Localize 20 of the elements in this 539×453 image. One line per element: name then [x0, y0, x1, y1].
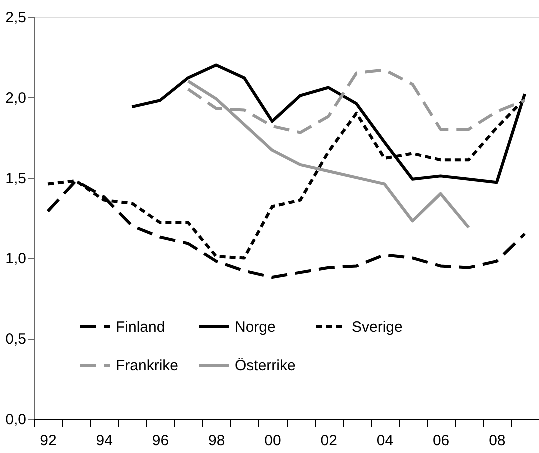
y-tick-label: 2,5	[6, 10, 26, 26]
x-tick-label: 06	[432, 432, 450, 450]
y-tick-label: 1,5	[6, 170, 26, 188]
x-tick-label: 96	[152, 432, 170, 450]
x-tick-label: 98	[208, 432, 226, 450]
x-tick-label: 02	[320, 432, 338, 450]
x-tick-label: 92	[40, 432, 57, 450]
x-tick-label: 00	[264, 432, 282, 450]
y-tick-label: 0,5	[6, 331, 26, 348]
legend-label: Sverige	[352, 318, 403, 336]
y-tick-label: 2,0	[6, 90, 26, 107]
x-tick-label: 94	[96, 432, 113, 450]
y-tick-label: 0,0	[6, 412, 26, 428]
legend-label: Frankrike	[116, 358, 179, 374]
x-tick-label: 08	[489, 432, 506, 450]
x-tick-label: 04	[376, 432, 394, 450]
legend-label: Österrike	[235, 358, 296, 374]
legend-label: Finland	[116, 318, 166, 336]
legend-label: Norge	[235, 318, 276, 336]
y-tick-label: 1,0	[6, 250, 26, 268]
